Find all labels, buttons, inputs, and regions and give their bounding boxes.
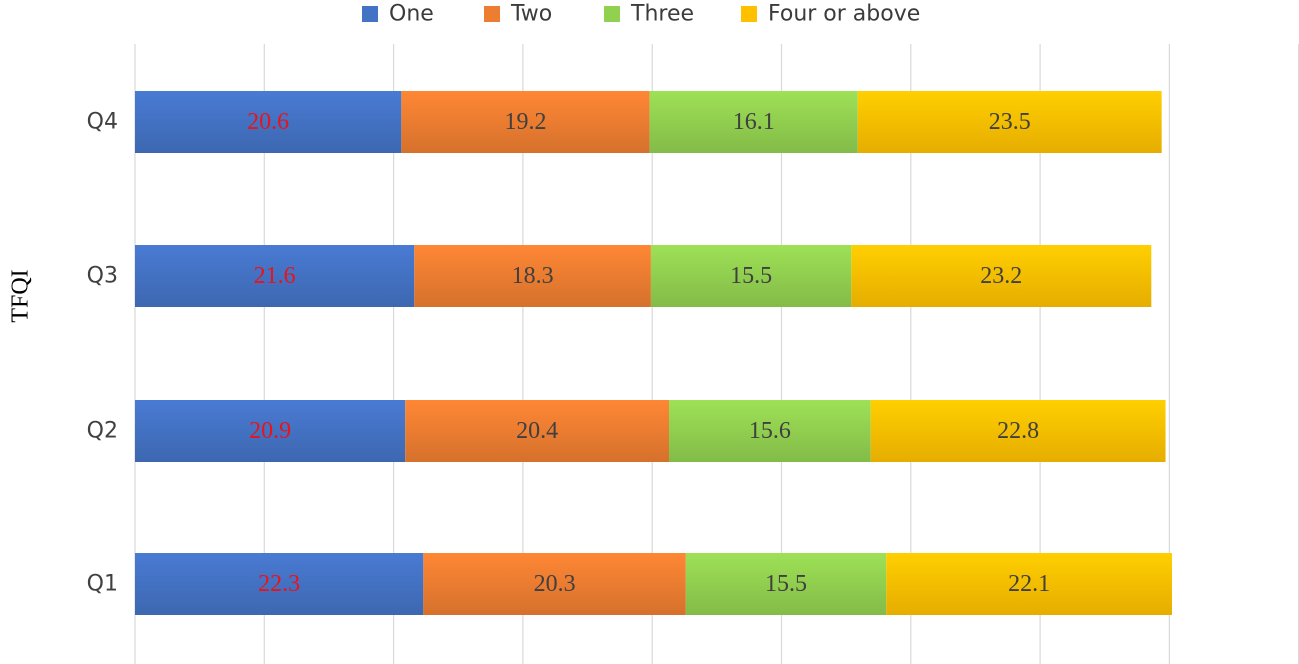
bar-q3-three: [650, 245, 852, 307]
bar-q2-four-or-above: [870, 400, 1166, 462]
bar-q2-two: [405, 400, 670, 462]
bar-q1-two: [423, 553, 686, 615]
value-label-q1-one: 22.3: [258, 571, 300, 597]
bars: [135, 91, 1172, 615]
bar-q2-one: [135, 400, 406, 462]
value-label-q1-four-or-above: 22.1: [1008, 571, 1050, 597]
legend-swatch-three: [604, 6, 620, 22]
legend-label-two: Two: [510, 2, 552, 27]
bar-q1-three: [685, 553, 887, 615]
category-label-q4: Q4: [87, 110, 118, 135]
bar-q3-four-or-above: [851, 245, 1152, 307]
value-label-q3-four-or-above: 23.2: [980, 263, 1022, 289]
bar-q3-two: [414, 245, 651, 307]
bar-q4-four-or-above: [857, 91, 1162, 153]
legend-swatch-one: [362, 6, 378, 22]
value-label-q3-two: 18.3: [512, 263, 554, 289]
value-label-q4-four-or-above: 23.5: [989, 109, 1031, 135]
value-label-q3-one: 21.6: [254, 263, 296, 289]
value-label-q1-three: 15.5: [765, 571, 807, 597]
legend-label-three: Three: [630, 2, 694, 27]
value-label-q2-one: 20.9: [249, 418, 291, 444]
bar-q1-four-or-above: [886, 553, 1172, 615]
value-label-q4-two: 19.2: [504, 109, 546, 135]
category-axis: Q1 Q2 Q3 Q4: [87, 110, 118, 597]
bar-q4-three: [649, 91, 858, 153]
legend-swatch-two: [484, 6, 500, 22]
bar-q2-three: [669, 400, 871, 462]
bar-q1-one: [135, 553, 424, 615]
legend-label-one: One: [389, 2, 434, 27]
category-label-q1: Q1: [87, 572, 118, 597]
legend: One Two Three Four or above: [362, 2, 920, 27]
bar-q4-one: [135, 91, 402, 153]
bar-q4-two: [401, 91, 650, 153]
value-label-q1-two: 20.3: [534, 571, 576, 597]
y-axis-title: TFQI: [8, 269, 34, 322]
legend-swatch-four-or-above: [741, 6, 757, 22]
value-labels: 22.3 20.3 15.5 22.1 20.9 20.4 15.6 22.8 21.6 18.3…: [247, 109, 1050, 597]
value-label-q3-three: 15.5: [730, 263, 772, 289]
value-label-q2-four-or-above: 22.8: [997, 418, 1039, 444]
value-label-q4-three: 16.1: [733, 109, 775, 135]
legend-label-four-or-above: Four or above: [768, 2, 920, 27]
category-label-q2: Q2: [87, 419, 118, 444]
bar-q3-one: [135, 245, 415, 307]
value-label-q2-three: 15.6: [749, 418, 791, 444]
category-label-q3: Q3: [87, 264, 118, 289]
value-label-q2-two: 20.4: [516, 418, 558, 444]
value-label-q4-one: 20.6: [247, 109, 289, 135]
